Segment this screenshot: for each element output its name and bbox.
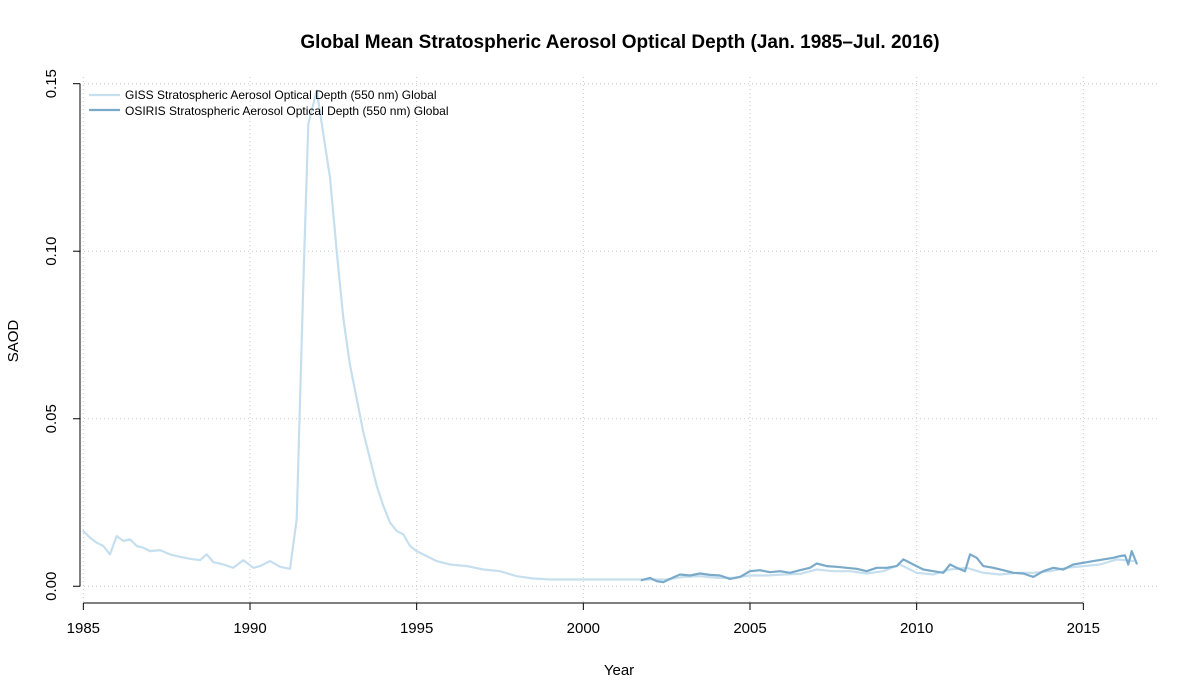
y-axis-label: SAOD [5, 320, 22, 363]
chart-title: Global Mean Stratospheric Aerosol Optica… [300, 32, 939, 53]
y-tick-label-3: 0.15 [43, 69, 60, 98]
grid [80, 77, 1160, 603]
y-tick-label-2: 0.10 [43, 237, 60, 266]
x-axis-label: Year [604, 662, 634, 679]
x-tick-label-6: 2015 [1067, 620, 1100, 637]
y-tick-label-0: 0.00 [43, 572, 60, 601]
x-tick-label-1: 1990 [233, 620, 266, 637]
series-line-osiris [640, 549, 1138, 584]
y-tick-label-1: 0.05 [43, 404, 60, 433]
x-tick-label-4: 2005 [733, 620, 766, 637]
series-line-giss [82, 89, 1135, 581]
x-tick-label-3: 2000 [567, 620, 600, 637]
x-tick-label-0: 1985 [67, 620, 100, 637]
legend: GISS Stratospheric Aerosol Optical Depth… [89, 88, 448, 118]
legend-label-giss: GISS Stratospheric Aerosol Optical Depth… [125, 88, 436, 102]
x-axis-ticks: 1985 1990 1995 2000 2005 2010 2015 [67, 603, 1100, 637]
x-tick-label-2: 1995 [400, 620, 433, 637]
legend-label-osiris: OSIRIS Stratospheric Aerosol Optical Dep… [125, 104, 448, 118]
y-axis-ticks: 0.00 0.05 0.10 0.15 [43, 69, 80, 601]
x-tick-label-5: 2010 [900, 620, 933, 637]
plot-series [82, 89, 1138, 584]
axes [79, 83, 1084, 604]
